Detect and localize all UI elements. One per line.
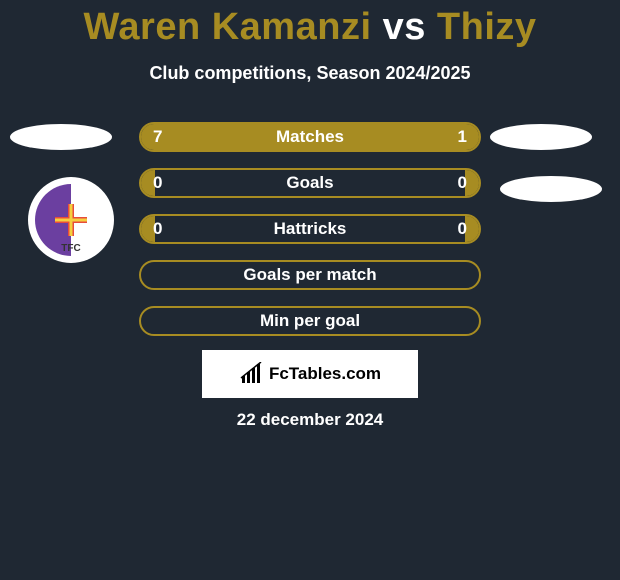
stat-bar-label: Min per goal [141,308,479,334]
stat-bar-value-right: 1 [458,124,467,150]
stat-bar-4: Min per goal [139,306,481,336]
player-right-name: Thizy [437,6,537,48]
subtitle: Club competitions, Season 2024/2025 [0,63,620,84]
club-logo-text: TFC [35,243,107,254]
stat-bar-label: Goals [141,170,479,196]
stat-bar-label: Matches [141,124,479,150]
player-left-name: Waren Kamanzi [83,6,371,48]
footer-date: 22 december 2024 [0,410,620,430]
stat-bar-value-left: 0 [153,216,162,242]
stat-bar-0: Matches7 1 [139,122,481,152]
comparison-title: Waren Kamanzi vs Thizy [0,0,620,49]
placeholder-oval-top-left [10,124,112,150]
cross-icon [51,200,91,240]
stat-bar-value-right: 0 [458,216,467,242]
stat-bar-label: Hattricks [141,216,479,242]
vs-text: vs [383,6,426,48]
stat-bar-value-left: 7 [153,124,162,150]
stat-bar-3: Goals per match [139,260,481,290]
placeholder-oval-mid-right [500,176,602,202]
stat-bar-1: Goals0 0 [139,168,481,198]
club-logo-left-inner: TFC [35,184,107,256]
footer-badge: FcTables.com [202,350,418,398]
stat-bars: Matches71Goals00Hattricks00Goals per mat… [139,122,481,352]
stat-bar-value-right: 0 [458,170,467,196]
club-logo-left: TFC [28,177,114,263]
stat-bar-value-left: 0 [153,170,162,196]
stat-bar-label: Goals per match [141,262,479,288]
chart-icon [239,362,263,386]
footer-badge-text: FcTables.com [269,364,381,384]
stat-bar-2: Hattricks0 0 [139,214,481,244]
placeholder-oval-top-right [490,124,592,150]
